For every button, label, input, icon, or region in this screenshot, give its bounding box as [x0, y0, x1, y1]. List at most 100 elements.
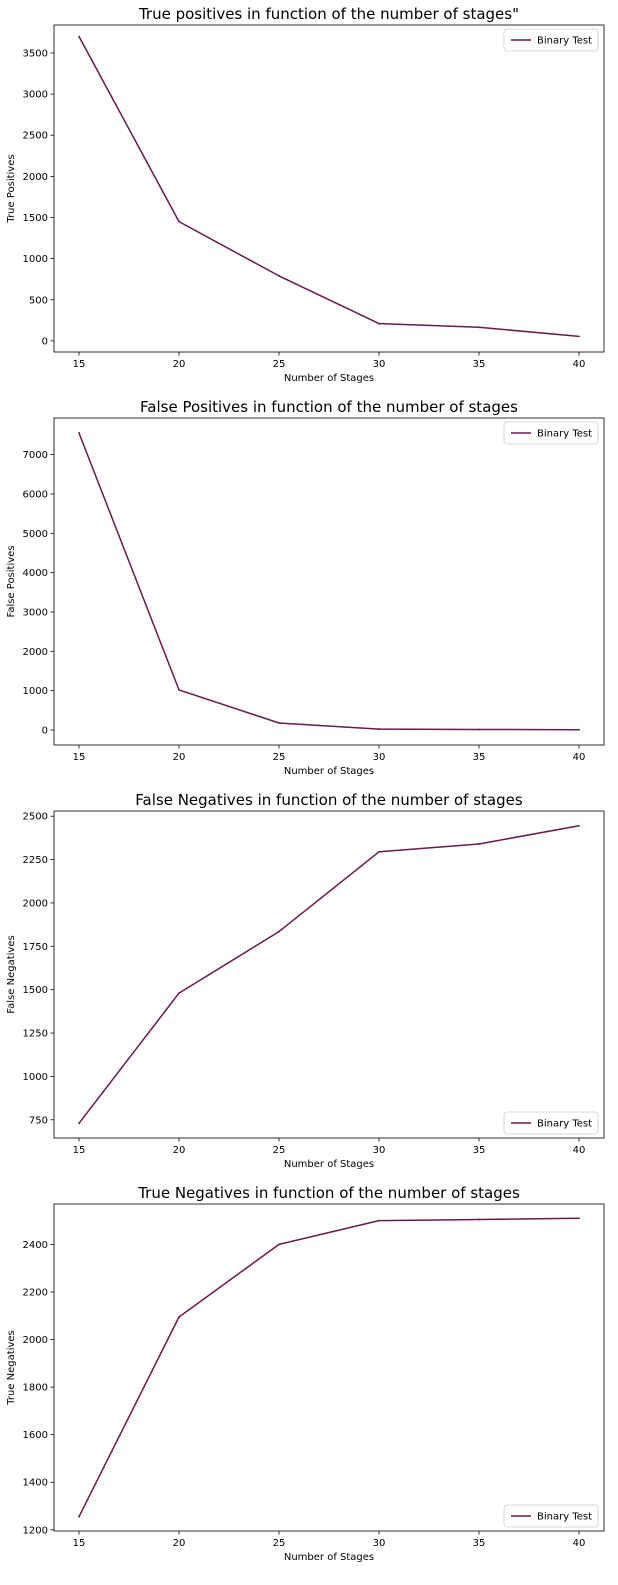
- legend-box: [503, 1504, 599, 1528]
- data-point: [278, 722, 280, 724]
- y-tick-label: 1750: [23, 942, 48, 953]
- data-point: [578, 728, 580, 731]
- legend: Binary Test: [503, 1111, 599, 1135]
- y-tick-label: 1250: [23, 1029, 48, 1040]
- x-tick-label: 35: [473, 359, 486, 370]
- y-tick-label: 0: [42, 336, 48, 347]
- x-tick-label: 25: [273, 1538, 286, 1549]
- subplot-3: False Negatives in function of the numbe…: [6, 791, 605, 1170]
- data-point: [78, 1515, 80, 1518]
- data-point: [578, 1217, 580, 1220]
- x-tick-label: 40: [573, 1538, 586, 1549]
- y-tick-label: 1400: [23, 1478, 48, 1489]
- legend-label: Binary Test: [537, 429, 592, 440]
- x-tick-label: 35: [473, 752, 486, 763]
- y-tick-label: 1000: [23, 686, 48, 697]
- data-point: [478, 1218, 480, 1221]
- x-axis-label: Number of Stages: [284, 766, 374, 777]
- series-line: [78, 36, 580, 338]
- y-axis-label: False Positives: [6, 545, 17, 617]
- data-point: [278, 930, 280, 933]
- data-point: [278, 275, 280, 277]
- plot-frame: [53, 417, 605, 746]
- y-axis-label: True Negatives: [6, 1330, 17, 1406]
- data-point: [378, 850, 380, 853]
- y-tick-label: 4000: [23, 568, 48, 579]
- y-tick-label: 750: [29, 1115, 48, 1126]
- legend-box: [503, 28, 599, 52]
- y-tick-label: 3000: [23, 90, 48, 101]
- x-tick-label: 20: [173, 752, 186, 763]
- y-tick-label: 1500: [23, 985, 48, 996]
- y-tick-label: 2000: [23, 647, 48, 658]
- series-line: [78, 432, 580, 731]
- data-point: [78, 35, 80, 38]
- data-point: [378, 1219, 380, 1222]
- x-tick-label: 25: [273, 752, 286, 763]
- x-tick-label: 35: [473, 1145, 486, 1156]
- x-axis-label: Number of Stages: [284, 373, 374, 384]
- x-tick-label: 25: [273, 359, 286, 370]
- subplot-4: True Negatives in function of the number…: [6, 1184, 605, 1563]
- x-tick-label: 20: [173, 1538, 186, 1549]
- y-tick-label: 1200: [23, 1525, 48, 1536]
- legend-box: [503, 421, 599, 445]
- legend-box: [503, 1111, 599, 1135]
- y-tick-label: 0: [42, 726, 48, 737]
- legend-label: Binary Test: [537, 36, 592, 47]
- y-tick-label: 2000: [23, 1335, 48, 1346]
- legend: Binary Test: [503, 1504, 599, 1528]
- y-tick-label: 6000: [23, 489, 48, 500]
- data-point: [378, 728, 380, 730]
- y-tick-label: 2400: [23, 1240, 48, 1251]
- y-tick-label: 3000: [23, 607, 48, 618]
- x-tick-label: 30: [373, 752, 386, 763]
- x-tick-label: 15: [73, 1538, 86, 1549]
- y-tick-label: 2500: [23, 812, 48, 823]
- x-tick-label: 30: [373, 359, 386, 370]
- data-point: [478, 326, 480, 329]
- y-axis-label: True Positives: [6, 154, 17, 223]
- data-point: [378, 322, 380, 325]
- data-point: [278, 1243, 280, 1246]
- legend-label: Binary Test: [537, 1512, 592, 1523]
- y-tick-label: 1000: [23, 1072, 48, 1083]
- y-tick-label: 1000: [23, 254, 48, 265]
- y-tick-label: 1500: [23, 213, 48, 224]
- x-axis-label: Number of Stages: [284, 1552, 374, 1563]
- y-tick-label: 7000: [23, 450, 48, 461]
- legend: Binary Test: [503, 28, 599, 52]
- x-tick-label: 30: [373, 1538, 386, 1549]
- data-point: [478, 728, 480, 731]
- x-tick-label: 15: [73, 1145, 86, 1156]
- x-tick-label: 20: [173, 359, 186, 370]
- data-point: [78, 1122, 80, 1125]
- y-axis-label: False Negatives: [6, 935, 17, 1013]
- data-point: [78, 432, 80, 434]
- y-tick-label: 3500: [23, 48, 48, 59]
- subplot-1: True positives in function of the number…: [6, 5, 605, 384]
- legend-label: Binary Test: [537, 1119, 592, 1130]
- chart-title: False Negatives in function of the numbe…: [135, 791, 523, 809]
- y-tick-label: 2000: [23, 898, 48, 909]
- x-tick-label: 25: [273, 1145, 286, 1156]
- y-tick-label: 1800: [23, 1383, 48, 1394]
- x-tick-label: 30: [373, 1145, 386, 1156]
- y-tick-label: 2200: [23, 1287, 48, 1298]
- data-point: [178, 1316, 180, 1318]
- x-tick-label: 40: [573, 752, 586, 763]
- data-point: [178, 992, 180, 995]
- x-tick-label: 15: [73, 359, 86, 370]
- y-tick-label: 1600: [23, 1430, 48, 1441]
- y-tick-label: 5000: [23, 529, 48, 540]
- plot-frame: [53, 1203, 605, 1532]
- x-tick-label: 20: [173, 1145, 186, 1156]
- y-tick-label: 500: [29, 295, 48, 306]
- data-point: [478, 843, 480, 845]
- chart-title: True positives in function of the number…: [138, 5, 519, 23]
- y-tick-label: 2500: [23, 131, 48, 142]
- plot-frame: [53, 810, 605, 1139]
- x-axis-label: Number of Stages: [284, 1159, 374, 1170]
- y-tick-label: 2000: [23, 172, 48, 183]
